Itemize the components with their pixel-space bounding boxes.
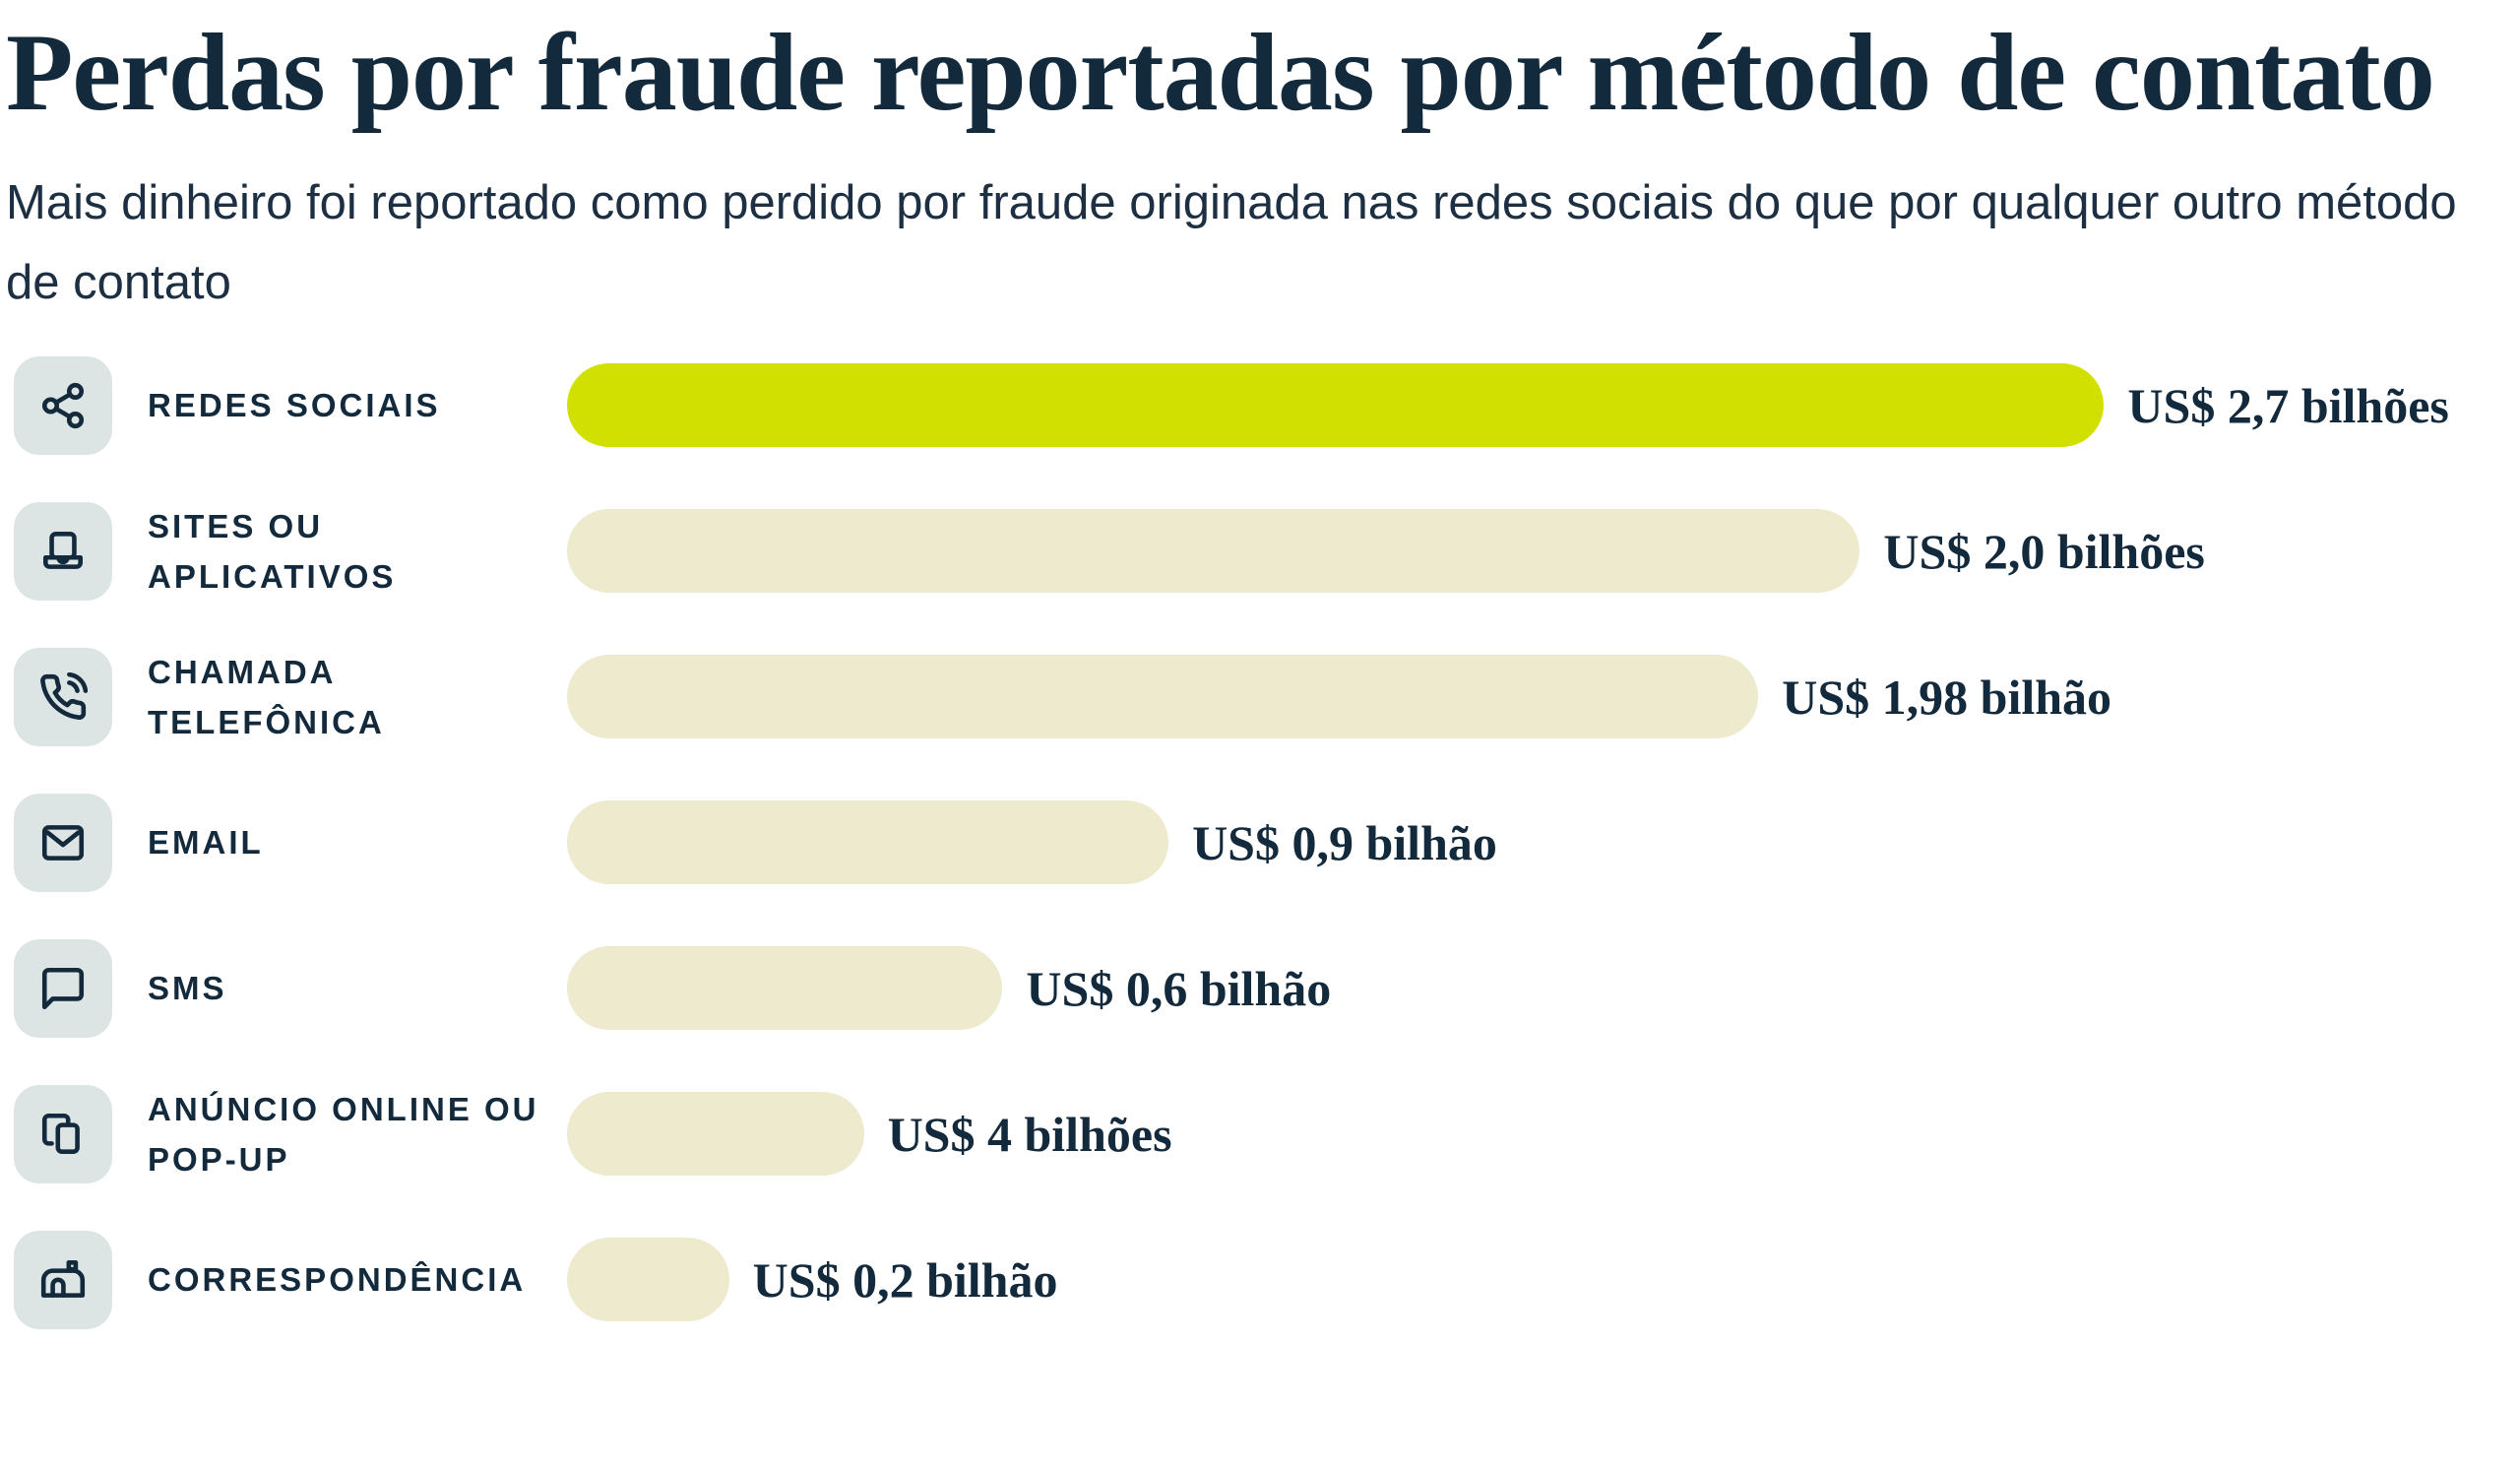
value-label: US$ 0,6 bilhão — [1026, 960, 1332, 1016]
chart-row: ANÚNCIO ONLINE OU POP-UP US$ 4 bilhões — [6, 1061, 2520, 1207]
chart-row: SMS US$ 0,6 bilhão — [6, 916, 2520, 1061]
bar-correspondencia — [567, 1238, 729, 1322]
share-icon — [41, 382, 85, 428]
chart-row: EMAIL US$ 0,9 bilhão — [6, 770, 2520, 916]
page-title: Perdas por fraude reportadas por método … — [6, 12, 2435, 134]
bar-chamada-telefonica — [567, 655, 1759, 739]
phone-call-icon — [40, 671, 88, 720]
message-bubble-icon — [41, 967, 85, 1009]
icon-chip — [14, 647, 112, 746]
chart-row: REDES SOCIAIS US$ 2,7 bilhões — [6, 333, 2520, 479]
value-label: US$ 1,98 bilhão — [1782, 669, 2112, 725]
chart-row: CORRESPONDÊNCIA US$ 0,2 bilhão — [6, 1207, 2520, 1353]
value-label: US$ 2,7 bilhões — [2127, 377, 2449, 433]
laptop-icon — [43, 531, 84, 569]
chart-row: SITES OU APLICATIVOS US$ 2,0 bilhões — [6, 479, 2520, 624]
value-label: US$ 0,9 bilhão — [1192, 814, 1497, 870]
mailbox-icon — [40, 1259, 86, 1298]
icon-chip — [14, 1084, 112, 1183]
chart-row: CHAMADA TELEFÔNICA US$ 1,98 bilhão — [6, 624, 2520, 770]
category-label: SMS — [148, 970, 227, 1007]
icon-chip — [14, 938, 112, 1038]
value-label: US$ 2,0 bilhões — [1883, 523, 2205, 579]
bar-sites-aplicativos — [567, 509, 1860, 594]
bar-anuncio-online — [567, 1092, 864, 1177]
icon-chip — [14, 1230, 112, 1329]
popup-windows-icon — [41, 1113, 80, 1154]
icon-chip — [14, 793, 112, 892]
category-label: CHAMADA TELEFÔNICA — [148, 653, 385, 740]
bar-chart: REDES SOCIAIS US$ 2,7 bilhões SITES OU A… — [6, 333, 2520, 1353]
value-label: US$ 4 bilhões — [887, 1106, 1172, 1162]
bar-sms — [567, 946, 1003, 1031]
category-label: REDES SOCIAIS — [148, 387, 441, 424]
value-label: US$ 0,2 bilhão — [752, 1251, 1058, 1308]
category-label: EMAIL — [148, 824, 264, 862]
icon-chip — [14, 501, 112, 601]
category-label: CORRESPONDÊNCIA — [148, 1261, 527, 1299]
icon-chip — [14, 355, 112, 455]
bar-redes-sociais — [567, 363, 2105, 448]
mail-icon — [41, 824, 85, 861]
page-subtitle: Mais dinheiro foi reportado como perdido… — [6, 176, 2457, 309]
bar-email — [567, 800, 1169, 885]
category-label: ANÚNCIO ONLINE OU POP-UP — [148, 1090, 539, 1178]
category-label: SITES OU APLICATIVOS — [148, 507, 397, 595]
